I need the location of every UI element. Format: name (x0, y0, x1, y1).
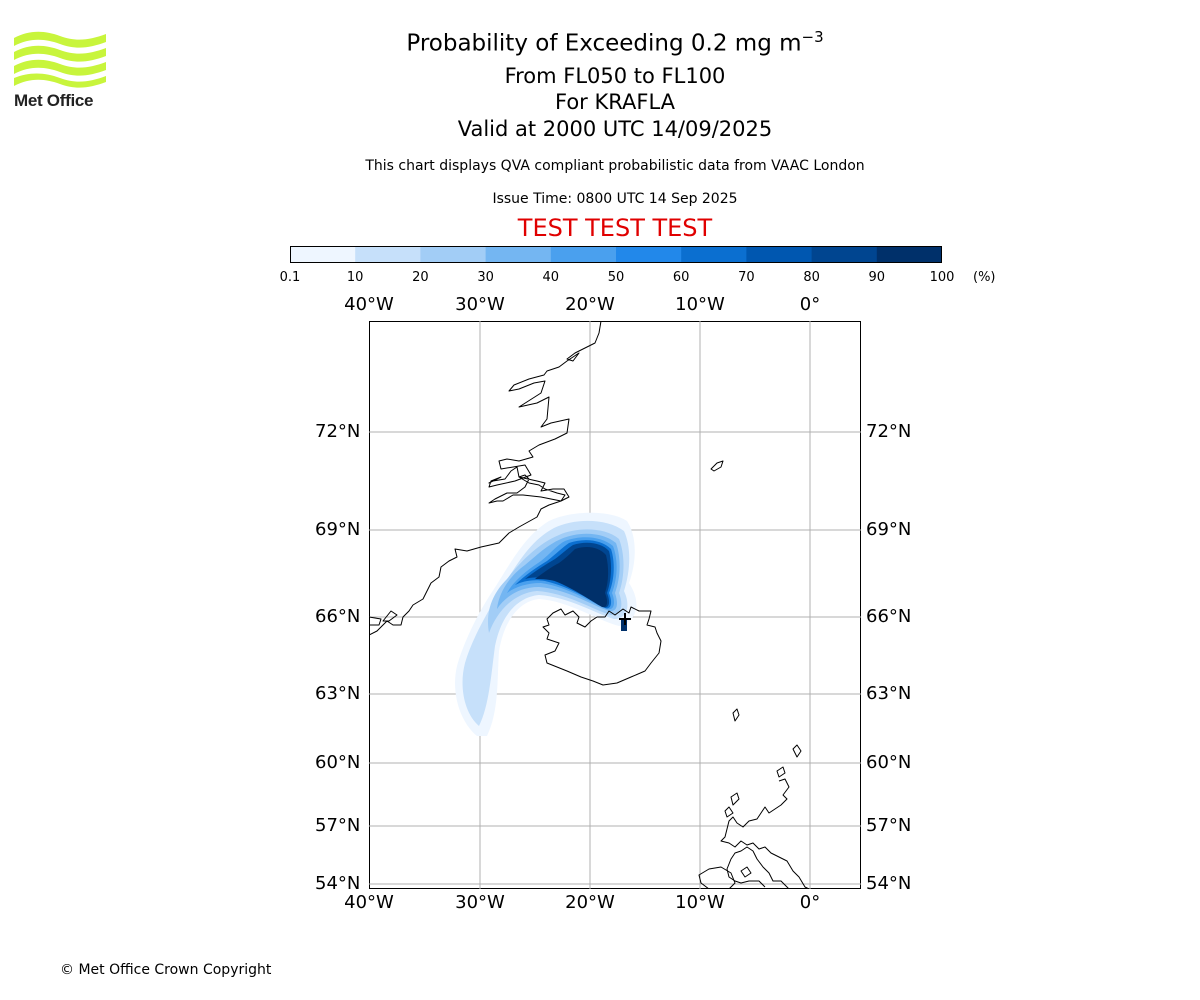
colorbar-unit: (%) (973, 270, 996, 285)
longitude-label: 0° (799, 892, 821, 913)
colorbar-tick-label: 10 (346, 270, 364, 285)
logo-text: Met Office (14, 91, 94, 110)
colorbar-tick-label: 100 (929, 270, 955, 285)
ash-probability-field (455, 512, 637, 736)
colorbar-segment (550, 246, 617, 263)
colorbar-segment (616, 246, 682, 263)
longitude-label: 30°W (455, 294, 505, 315)
longitude-label: 10°W (675, 892, 725, 913)
latitude-label: 69°N (315, 519, 361, 540)
latitude-label: 66°N (315, 606, 361, 627)
issue-time: Issue Time: 0800 UTC 14 Sep 2025 (492, 191, 738, 207)
test-banner: TEST TEST TEST (517, 214, 713, 242)
colorbar-segment (485, 246, 552, 263)
latitude-label: 72°N (866, 421, 912, 442)
latitude-label: 63°N (866, 683, 912, 704)
colorbar-tick-label: 90 (868, 270, 886, 285)
latitude-label: 57°N (866, 815, 912, 836)
colorbar-tick-label: 70 (738, 270, 755, 285)
latitude-label: 60°N (866, 752, 912, 773)
latitude-label: 63°N (315, 683, 361, 704)
latitude-label: 57°N (315, 815, 361, 836)
colorbar-tick-label: 0.1 (279, 270, 301, 285)
coastlines (369, 321, 810, 889)
longitude-label: 40°W (344, 294, 394, 315)
longitude-label: 10°W (675, 294, 725, 315)
latitude-label: 54°N (315, 873, 361, 894)
colorbar-segment (876, 246, 942, 263)
latitude-label: 54°N (866, 873, 912, 894)
latitude-label: 66°N (866, 606, 912, 627)
colorbar-tick-label: 60 (672, 270, 690, 285)
longitude-label: 20°W (565, 294, 615, 315)
colorbar-segment (681, 246, 747, 263)
colorbar-tick-label: 80 (803, 270, 820, 285)
chart-title: Probability of Exceeding 0.2 mg m−3 (406, 28, 824, 57)
colorbar-tick-label: 50 (607, 270, 625, 285)
copyright-footer: © Met Office Crown Copyright (60, 962, 272, 978)
valid-time: Valid at 2000 UTC 14/09/2025 (457, 117, 773, 141)
volcano-name: For KRAFLA (555, 90, 675, 114)
latitude-label: 72°N (315, 421, 361, 442)
colorbar-segment (290, 246, 356, 263)
map-svg (369, 321, 861, 889)
flight-level-range: From FL050 to FL100 (504, 64, 726, 88)
colorbar-tick-label: 40 (542, 270, 560, 285)
chart-description: This chart displays QVA compliant probab… (365, 158, 865, 174)
longitude-label: 40°W (344, 892, 394, 913)
met-office-wave-logo (14, 31, 106, 88)
colorbar-tick-label: 30 (477, 270, 494, 285)
met-office-logo (14, 30, 106, 90)
longitude-label: 20°W (565, 892, 615, 913)
latitude-label: 69°N (866, 519, 912, 540)
colorbar (290, 246, 942, 263)
colorbar-segment (420, 246, 487, 263)
longitude-label: 30°W (455, 892, 505, 913)
map-panel (369, 321, 861, 889)
volcano-marker (619, 613, 631, 625)
longitude-label: 0° (799, 294, 821, 315)
colorbar-segment (811, 246, 878, 263)
colorbar-tick-label: 20 (412, 270, 429, 285)
colorbar-segment (746, 246, 813, 263)
latitude-label: 60°N (315, 752, 361, 773)
colorbar-segment (355, 246, 421, 263)
